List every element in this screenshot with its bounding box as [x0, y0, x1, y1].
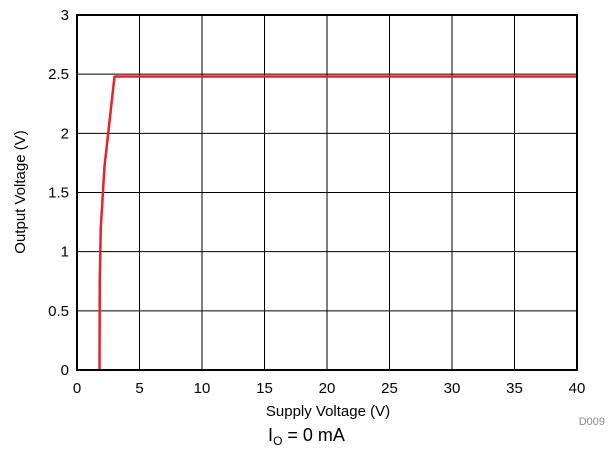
- x-tick-label: 30: [444, 380, 461, 397]
- x-tick-label: 35: [506, 380, 523, 397]
- y-tick-label: 1.5: [48, 185, 69, 202]
- series-group: [98, 75, 577, 371]
- grid-lines: [76, 14, 578, 371]
- y-tick-label: 2.5: [48, 66, 69, 83]
- x-tick-label: 20: [319, 380, 336, 397]
- condition-subscript: O: [273, 434, 283, 448]
- x-tick-labels: 0 5 10 15 20 25 30 35 40: [73, 380, 586, 397]
- x-axis-title: Supply Voltage (V): [266, 403, 390, 420]
- y-tick-label: 2: [61, 125, 69, 142]
- y-tick-labels: 0 0.5 1 1.5 2 2.5 3: [48, 7, 69, 379]
- line-chart: 0 5 10 15 20 25 30 35 40 0 0.5 1 1.5 2 2.5 3 Supply Vo…: [12, 7, 605, 425]
- test-condition-caption: IO = 0 mA: [0, 425, 613, 448]
- y-tick-label: 0.5: [48, 303, 69, 320]
- figure-id: D009: [579, 416, 605, 425]
- y-axis-title: Output Voltage (V): [12, 130, 29, 253]
- y-tick-label: 3: [61, 7, 69, 24]
- y-tick-label: 1: [61, 244, 69, 261]
- plot-frame: [76, 14, 578, 371]
- x-tick-label: 40: [569, 380, 586, 397]
- x-tick-label: 5: [135, 380, 143, 397]
- condition-symbol: I: [268, 425, 274, 445]
- x-tick-label: 0: [73, 380, 81, 397]
- x-tick-label: 10: [194, 380, 211, 397]
- x-tick-label: 25: [381, 380, 398, 397]
- series-line: [98, 75, 577, 371]
- x-tick-label: 15: [256, 380, 273, 397]
- condition-text: = 0 mA: [282, 425, 345, 445]
- y-tick-label: 0: [61, 362, 69, 379]
